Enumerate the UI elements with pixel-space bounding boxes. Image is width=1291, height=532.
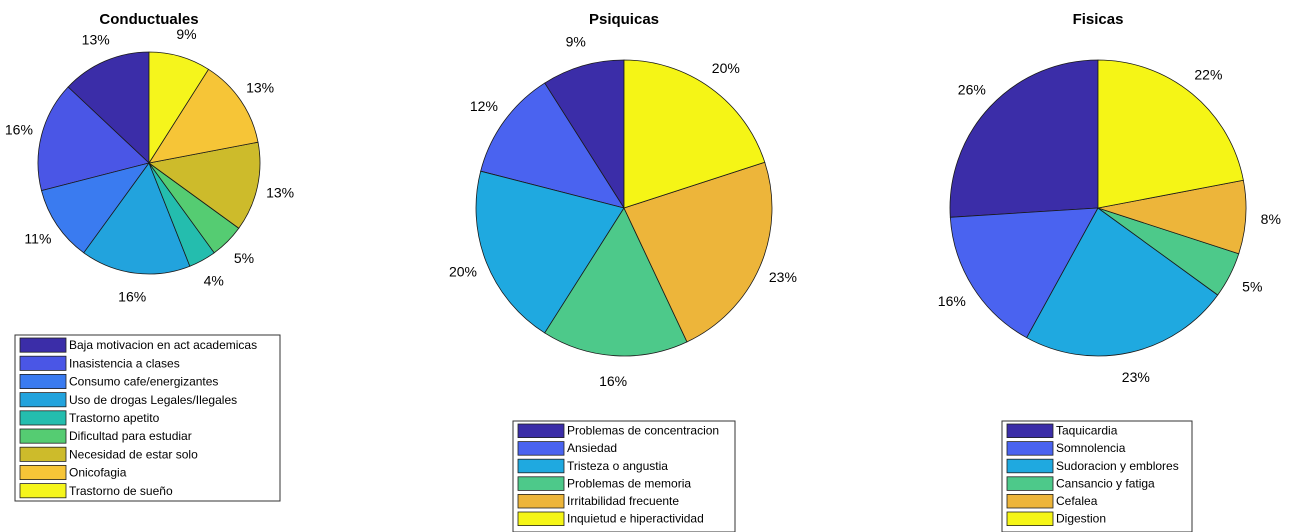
legend-swatch <box>517 511 565 527</box>
pie-chart-1: Conductuales 13% 16% 11% 16% 4% 5% 13% 13% 9% Baja… <box>5 11 294 502</box>
legend-swatch <box>1006 423 1054 439</box>
pie-slice <box>37 86 150 191</box>
legend-label: Digestion <box>1056 512 1106 526</box>
legend-swatch <box>19 428 67 444</box>
legend-label: Consumo cafe/energizantes <box>69 375 218 389</box>
legend-swatch <box>19 373 67 389</box>
slice-percent-label: 13% <box>246 80 274 96</box>
legend-swatch <box>1006 441 1054 456</box>
legend-label: Tristeza o angustia <box>567 459 668 473</box>
pie-slice <box>949 59 1099 218</box>
pie-slice <box>475 170 625 334</box>
chart-title: Psiquicas <box>589 11 659 28</box>
slice-percent-label: 12% <box>470 98 498 114</box>
legend-label: Sudoracion y emblores <box>1056 459 1179 473</box>
pie-slice <box>949 207 1099 339</box>
chart-legend: Taquicardia Somnolencia Sudoracion y emblo… <box>1001 420 1193 532</box>
slice-percent-label: 9% <box>176 26 196 42</box>
pie-slice <box>480 82 625 209</box>
legend-label: Cefalea <box>1056 494 1098 508</box>
pie-slice <box>544 207 688 357</box>
legend-label: Trastorno apetito <box>69 411 160 425</box>
slice-percent-label: 23% <box>769 269 797 285</box>
pie-slice <box>1097 59 1244 209</box>
legend-label: Problemas de memoria <box>567 476 691 490</box>
legend-swatch <box>19 464 67 480</box>
chart-title: Conductuales <box>99 11 198 28</box>
legend-swatch <box>517 441 565 456</box>
chart-legend: Baja motivacion en act academicas Inasist… <box>14 334 281 502</box>
pie-slice <box>83 162 191 275</box>
slice-percent-label: 5% <box>234 250 254 266</box>
slice-percent-label: 16% <box>5 122 33 138</box>
pie-slice <box>148 68 259 164</box>
legend-swatch <box>517 458 565 474</box>
legend-label: Taquicardia <box>1056 424 1118 438</box>
legend-swatch <box>1006 458 1054 474</box>
legend-label: Onicofagia <box>69 466 127 480</box>
legend-swatch <box>517 493 565 509</box>
pie-slice <box>623 161 773 343</box>
slice-percent-label: 5% <box>1242 279 1262 295</box>
legend-label: Inquietud e hiperactividad <box>567 512 704 526</box>
slice-percent-label: 23% <box>1122 369 1150 385</box>
legend-swatch <box>517 476 565 491</box>
pie-chart-3: Fisicas 26% 16% 23% 5% 8% 22% Taquicardia Somnol… <box>938 11 1281 532</box>
pie-slice <box>41 162 150 254</box>
legend-label: Irritabilidad frecuente <box>567 494 679 508</box>
slice-percent-label: 20% <box>712 60 740 76</box>
legend-label: Somnolencia <box>1056 441 1126 455</box>
slice-percent-label: 8% <box>1261 211 1281 227</box>
pie-slice <box>67 51 150 164</box>
legend-swatch <box>1006 511 1054 527</box>
slice-percent-label: 16% <box>118 288 146 304</box>
slice-percent-label: 26% <box>958 82 986 98</box>
legend-swatch <box>19 337 67 353</box>
pie-slice <box>1026 207 1219 357</box>
legend-label: Baja motivacion en act academicas <box>69 338 257 352</box>
legend-swatch <box>517 423 565 439</box>
pie-slice <box>544 59 625 209</box>
slice-percent-label: 16% <box>599 373 627 389</box>
legend-label: Ansiedad <box>567 441 617 455</box>
legend-swatch <box>19 355 67 371</box>
slice-percent-label: 22% <box>1194 67 1222 83</box>
legend-label: Cansancio y fatiga <box>1056 476 1155 490</box>
legend-label: Inasistencia a clases <box>69 356 180 370</box>
slice-percent-label: 4% <box>204 273 224 289</box>
pie-slice <box>623 59 766 209</box>
pie-slice <box>148 51 209 164</box>
legend-label: Necesidad de estar solo <box>69 447 198 461</box>
legend-label: Uso de drogas Legales/Ilegales <box>69 393 237 407</box>
legend-swatch <box>19 483 67 499</box>
chart-title: Fisicas <box>1073 11 1124 28</box>
legend-label: Dificultad para estudiar <box>69 429 192 443</box>
legend-swatch <box>19 446 67 462</box>
legend-label: Problemas de concentracion <box>567 424 719 438</box>
slice-percent-label: 16% <box>938 293 966 309</box>
legend-swatch <box>19 410 67 426</box>
slice-percent-label: 13% <box>266 184 294 200</box>
legend-swatch <box>1006 493 1054 509</box>
slice-percent-label: 11% <box>24 231 51 247</box>
pie-slice <box>148 141 261 229</box>
legend-swatch <box>19 392 67 408</box>
slice-percent-label: 9% <box>566 34 586 50</box>
slice-percent-label: 13% <box>82 32 110 48</box>
slice-percent-label: 20% <box>449 264 477 280</box>
legend-swatch <box>1006 476 1054 491</box>
chart-legend: Problemas de concentracion Ansiedad Triste… <box>512 420 736 532</box>
legend-label: Trastorno de sueño <box>69 484 173 498</box>
